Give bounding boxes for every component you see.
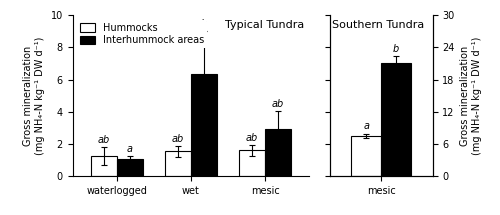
Y-axis label: Gross mineralization
(mg NH₄-N kg⁻¹ DW d⁻¹): Gross mineralization (mg NH₄-N kg⁻¹ DW d… xyxy=(24,37,45,155)
Text: ab: ab xyxy=(246,133,258,143)
Text: b: b xyxy=(201,19,207,29)
Text: a: a xyxy=(127,144,133,154)
Text: a: a xyxy=(363,121,369,131)
Bar xyxy=(265,129,291,176)
Text: ab: ab xyxy=(172,134,184,144)
Text: b: b xyxy=(393,44,400,54)
Text: Typical Tundra: Typical Tundra xyxy=(226,20,304,30)
Bar xyxy=(351,136,381,176)
Bar xyxy=(239,150,265,176)
Bar xyxy=(191,74,217,176)
Legend: Hummocks, Interhummock areas: Hummocks, Interhummock areas xyxy=(78,20,207,48)
Bar xyxy=(117,158,143,176)
Text: ab: ab xyxy=(272,99,284,109)
Text: Southern Tundra: Southern Tundra xyxy=(332,20,424,30)
Bar xyxy=(165,151,191,176)
Bar xyxy=(91,156,117,176)
Bar xyxy=(381,63,411,176)
Text: ab: ab xyxy=(98,135,110,145)
Y-axis label: Gross mineralization
(mg NH₄-N kg⁻¹ DW d⁻¹): Gross mineralization (mg NH₄-N kg⁻¹ DW d… xyxy=(460,37,482,155)
